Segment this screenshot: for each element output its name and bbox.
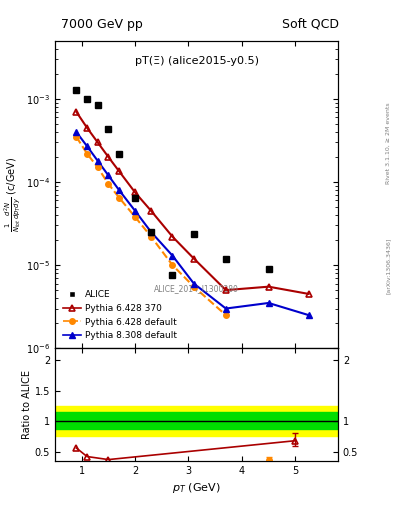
Text: Soft QCD: Soft QCD (282, 18, 339, 31)
Bar (55, 412, 338, 429)
Text: [arXiv:1306.3436]: [arXiv:1306.3436] (386, 238, 391, 294)
Text: Rivet 3.1.10, ≥ 2M events: Rivet 3.1.10, ≥ 2M events (386, 102, 391, 184)
Y-axis label: Ratio to ALICE: Ratio to ALICE (22, 370, 32, 439)
Legend: ALICE, Pythia 6.428 370, Pythia 6.428 default, Pythia 8.308 default: ALICE, Pythia 6.428 370, Pythia 6.428 de… (59, 287, 180, 344)
Text: 7000 GeV pp: 7000 GeV pp (61, 18, 143, 31)
Text: pT(Ξ) (alice2015-y0.5): pT(Ξ) (alice2015-y0.5) (134, 56, 259, 67)
X-axis label: $p_T$ (GeV): $p_T$ (GeV) (172, 481, 221, 495)
Y-axis label: $\frac{1}{N_{tot}} \frac{d^2N}{dp_T dy}$ (c/GeV): $\frac{1}{N_{tot}} \frac{d^2N}{dp_T dy}$… (2, 157, 23, 232)
Text: ALICE_2014_I1300380: ALICE_2014_I1300380 (154, 284, 239, 293)
Bar (55, 406, 338, 436)
